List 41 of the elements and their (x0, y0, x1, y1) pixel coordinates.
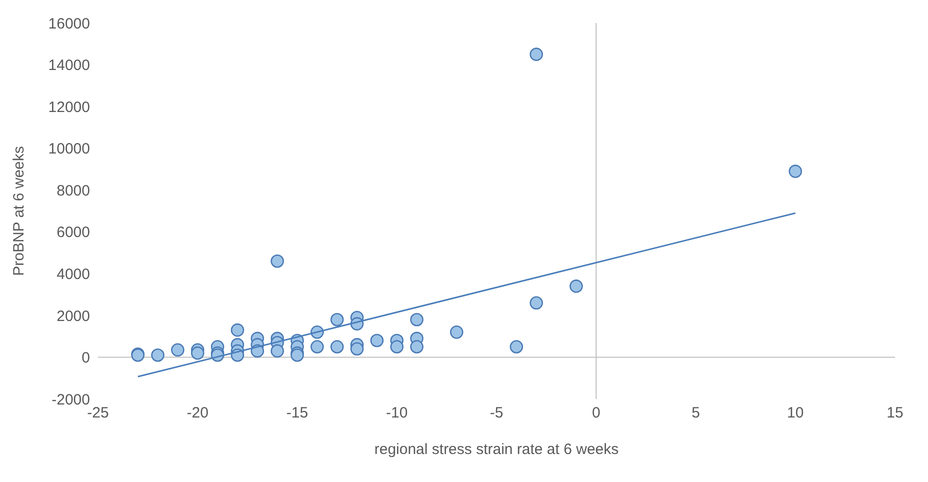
point (390, 340, 404, 354)
point (350, 342, 364, 356)
y-tick-label: 4000 (56, 266, 90, 283)
point (330, 312, 344, 326)
x-tick-label: 15 (886, 404, 904, 422)
y-tick-label: 2000 (56, 308, 90, 325)
point (530, 296, 543, 310)
point (171, 343, 184, 357)
x-tick-label: -20 (186, 404, 208, 422)
y-axis-title: ProBNP at 6 weeks (10, 146, 28, 276)
point (370, 334, 384, 348)
x-tick-label: -15 (286, 404, 308, 422)
y-tick-label: 12000 (48, 98, 90, 116)
x-tick-label: 5 (692, 404, 700, 422)
y-tick-label: 10000 (48, 140, 90, 158)
y-tick-label: 14000 (48, 57, 90, 74)
y-tick-label: 0 (82, 350, 90, 367)
x-tick-label: -25 (87, 404, 109, 422)
y-tick-label: 6000 (56, 224, 90, 242)
point (310, 340, 324, 354)
x-tick-label: -10 (386, 404, 408, 422)
point (330, 340, 344, 354)
x-axis-title: regional stress strain rate at 6 weeks (374, 441, 619, 458)
point (410, 340, 424, 354)
point (510, 340, 524, 354)
x-tick-label: 0 (592, 404, 600, 422)
y-tick-label: 8000 (56, 182, 90, 200)
y-tick-label: -2000 (52, 391, 90, 408)
point (570, 280, 583, 293)
point (151, 348, 164, 362)
point (230, 323, 244, 337)
point (270, 344, 284, 358)
x-tick-label: -5 (490, 404, 504, 422)
point (190, 346, 204, 360)
x-tick-label: 10 (787, 404, 804, 422)
point (270, 254, 284, 268)
point (788, 164, 802, 178)
point (410, 312, 424, 326)
point (530, 48, 543, 61)
point (450, 326, 464, 339)
y-tick-label: 16000 (48, 15, 90, 32)
